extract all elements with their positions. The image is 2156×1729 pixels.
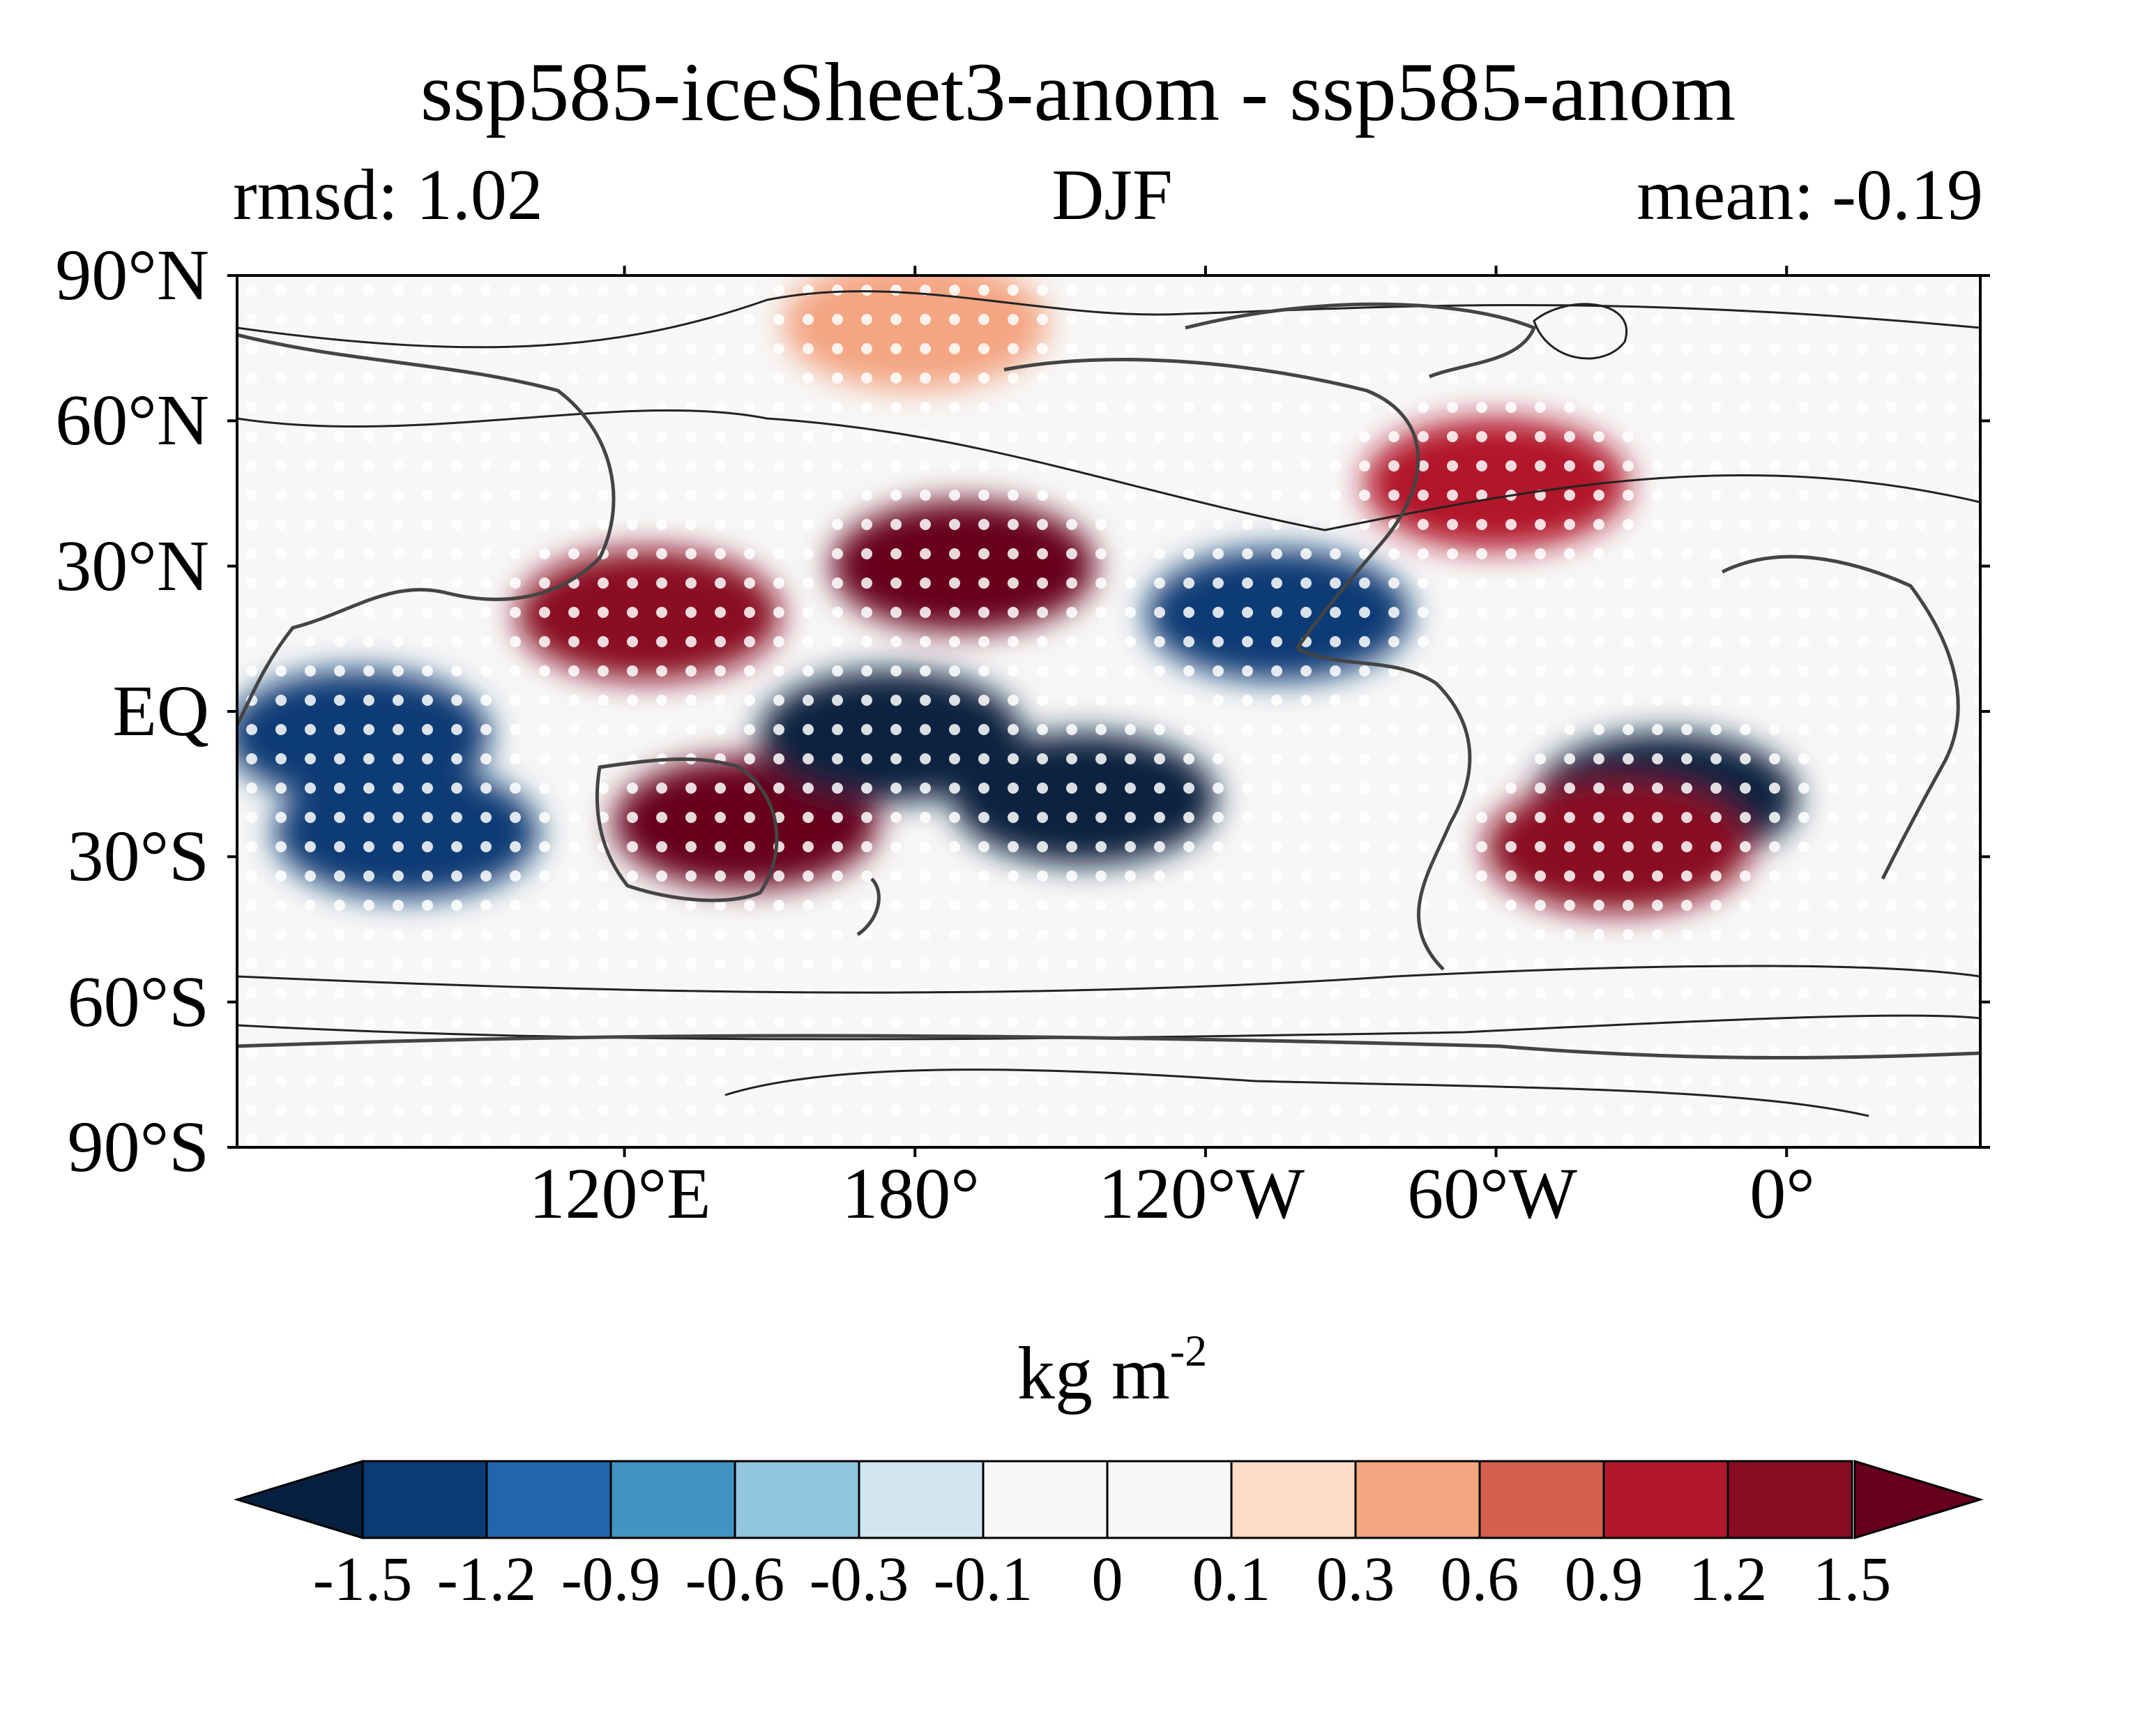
colorbar-cell [1106, 1460, 1233, 1539]
colorbar-cell [1602, 1460, 1729, 1539]
colorbar [233, 1459, 1984, 1540]
colorbar-tick-label: -0.6 [685, 1545, 785, 1614]
lat-label: EQ [112, 671, 209, 751]
axis-ticks [227, 266, 1990, 1157]
lat-label: 30°N [55, 526, 209, 606]
colorbar-cell [1354, 1460, 1481, 1539]
coastline-africa [1721, 554, 1960, 880]
colorbar-cell [1230, 1460, 1357, 1539]
colorbar-tick-label: 0.6 [1440, 1545, 1519, 1614]
colorbar-cell [609, 1460, 736, 1539]
contour-line [1533, 303, 1627, 360]
colorbar-cell [361, 1460, 488, 1539]
stippling-layer [237, 275, 1980, 1147]
contour-line [237, 965, 1980, 994]
lon-label: 0° [1749, 1154, 1815, 1234]
colorbar-tick-label: 1.2 [1688, 1545, 1768, 1614]
line-contours [237, 290, 1980, 1117]
colorbar-cell [982, 1460, 1109, 1539]
units-base: kg m [1017, 1332, 1170, 1415]
colorbar-extend-high [1853, 1459, 1984, 1540]
colorbar-tick-label: 1.5 [1812, 1545, 1892, 1614]
colorbar-tick-label: -1.5 [312, 1545, 413, 1614]
lat-label: 60°S [67, 962, 209, 1042]
coastline-australia [595, 757, 779, 903]
colorbar-cell [1478, 1460, 1605, 1539]
colorbar-tick-label: 0.3 [1316, 1545, 1395, 1614]
colorbar-cell [485, 1460, 612, 1539]
colorbar-tick-label: -0.1 [933, 1545, 1033, 1614]
contour-line [724, 1069, 1869, 1117]
colorbar-units: kg m-2 [0, 1329, 2156, 1412]
mean-label: mean: -0.19 [1637, 155, 1983, 235]
coastline-arctic-islands [1185, 302, 1536, 379]
lon-label: 180° [842, 1154, 980, 1234]
lat-label: 30°S [67, 816, 209, 896]
contour-line [237, 290, 1980, 349]
coastline-north-america [1003, 358, 1420, 650]
lon-label: 60°W [1407, 1154, 1577, 1234]
colorbar-cell [734, 1460, 860, 1539]
colorbar-tick-label: 0.9 [1564, 1545, 1643, 1614]
colorbar-tick-label: -0.9 [561, 1545, 661, 1614]
coastline-new-zealand [856, 877, 881, 937]
coastline-antarctica [237, 1034, 1980, 1060]
colorbar-tick-label: 0 [1091, 1545, 1123, 1614]
map-area [237, 275, 1980, 1147]
colorbar-tick-label: -1.2 [436, 1545, 537, 1614]
map-title: ssp585-iceSheet3-anom - ssp585-anom [420, 45, 1736, 138]
lat-label: 60°N [55, 380, 209, 460]
colorbar-extend-low [233, 1459, 364, 1540]
lon-label: 120°W [1098, 1154, 1305, 1234]
colorbar-cells [361, 1460, 1853, 1539]
colorbar-tick-label: 0.1 [1192, 1545, 1271, 1614]
contour-line [237, 409, 1980, 531]
season-label: DJF [1052, 155, 1173, 235]
units-exponent: -2 [1169, 1326, 1208, 1375]
coastlines [237, 302, 1980, 1060]
colorbar-tick-label: -0.3 [809, 1545, 909, 1614]
coastline-eurasia [237, 333, 616, 727]
colorbar-cell [1726, 1460, 1853, 1539]
lat-label: 90°N [55, 235, 209, 315]
lon-label: 120°E [529, 1154, 711, 1234]
rmsd-label: rmsd: 1.02 [233, 155, 543, 235]
lat-label: 90°S [67, 1107, 209, 1187]
coastline-south-america [1296, 647, 1472, 971]
colorbar-cell [858, 1460, 985, 1539]
